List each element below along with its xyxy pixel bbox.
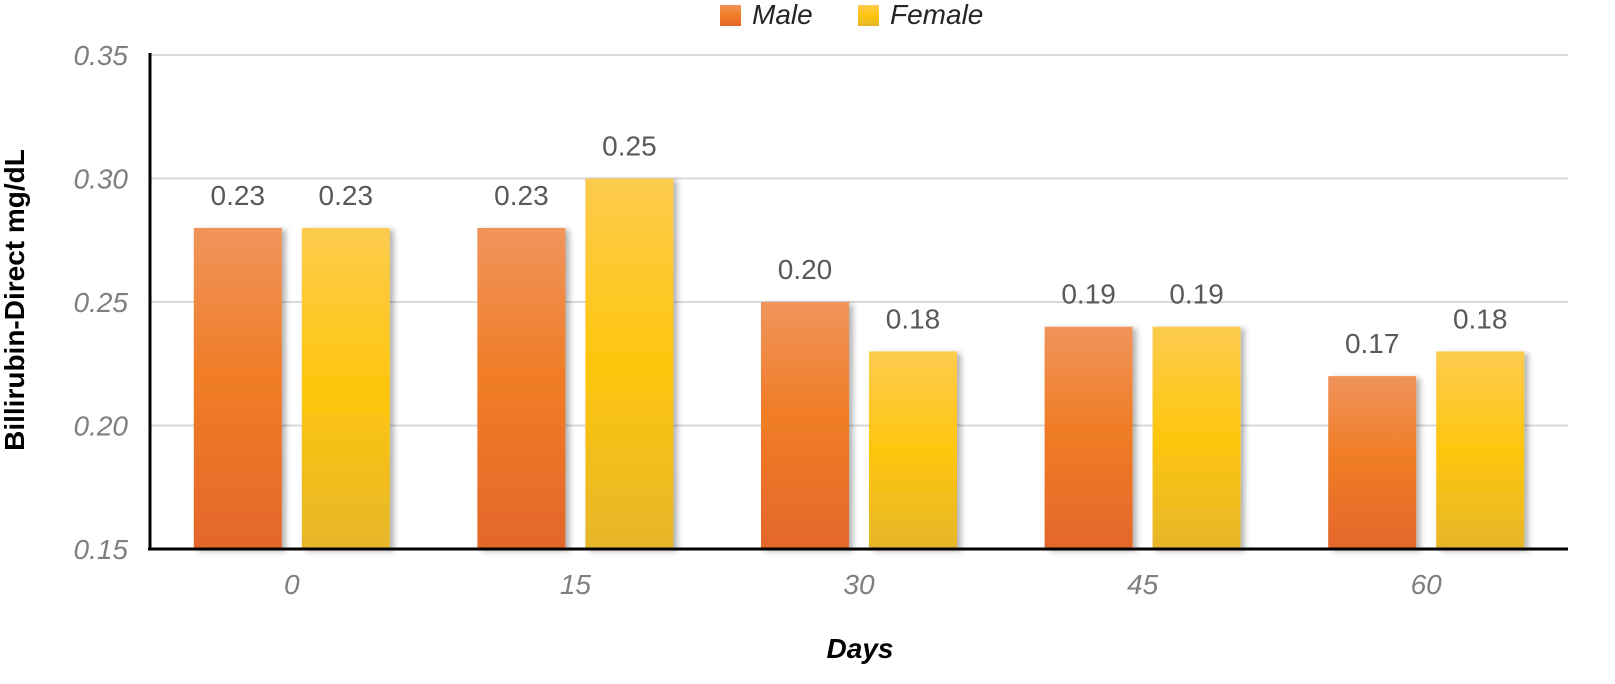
data-label: 0.20 bbox=[778, 254, 833, 285]
bar-male bbox=[1044, 326, 1133, 549]
y-axis-title: Billirubin-Direct mg/dL bbox=[0, 149, 30, 451]
data-labels: 0.23 0.23 0.23 0.25 0.20 0.18 0.19 0.19 0.17 0.18 bbox=[211, 131, 1508, 360]
bar-female bbox=[869, 351, 957, 549]
bar-male bbox=[761, 302, 849, 549]
legend-swatch-male bbox=[720, 5, 741, 26]
y-tick-labels: 0.15 0.20 0.25 0.30 0.35 bbox=[74, 40, 129, 565]
y-tick-label: 0.15 bbox=[74, 534, 129, 565]
legend-swatch-female bbox=[858, 5, 879, 26]
axes bbox=[148, 53, 1568, 551]
y-tick-label: 0.35 bbox=[74, 40, 129, 71]
y-tick-label: 0.25 bbox=[74, 287, 129, 318]
data-label: 0.19 bbox=[1061, 279, 1116, 310]
bar-female bbox=[1436, 351, 1525, 549]
x-tick-labels: 0 15 30 45 60 bbox=[284, 569, 1442, 600]
x-tick-label: 45 bbox=[1127, 569, 1159, 600]
legend-label-male: Male bbox=[752, 0, 813, 30]
data-label: 0.19 bbox=[1169, 279, 1224, 310]
legend: Male Female bbox=[720, 0, 983, 30]
data-label: 0.25 bbox=[602, 131, 657, 162]
data-label: 0.23 bbox=[211, 180, 266, 211]
data-label: 0.17 bbox=[1345, 328, 1400, 359]
bar-female bbox=[1152, 326, 1241, 549]
legend-label-female: Female bbox=[890, 0, 983, 30]
x-tick-label: 15 bbox=[560, 569, 592, 600]
data-label: 0.23 bbox=[319, 180, 374, 211]
x-tick-label: 60 bbox=[1411, 569, 1443, 600]
bar-female bbox=[301, 227, 390, 549]
y-tick-label: 0.20 bbox=[74, 411, 129, 442]
data-label: 0.23 bbox=[494, 180, 549, 211]
bar-female bbox=[585, 178, 674, 549]
x-axis-title: Days bbox=[827, 633, 894, 664]
bar-male bbox=[1328, 376, 1417, 549]
bars bbox=[193, 178, 1525, 549]
data-label: 0.18 bbox=[886, 303, 941, 334]
x-tick-label: 30 bbox=[843, 569, 875, 600]
bar-male bbox=[193, 227, 282, 549]
y-tick-label: 0.30 bbox=[74, 164, 129, 195]
x-tick-label: 0 bbox=[284, 569, 300, 600]
data-label: 0.18 bbox=[1453, 303, 1508, 334]
bar-male bbox=[477, 227, 566, 549]
